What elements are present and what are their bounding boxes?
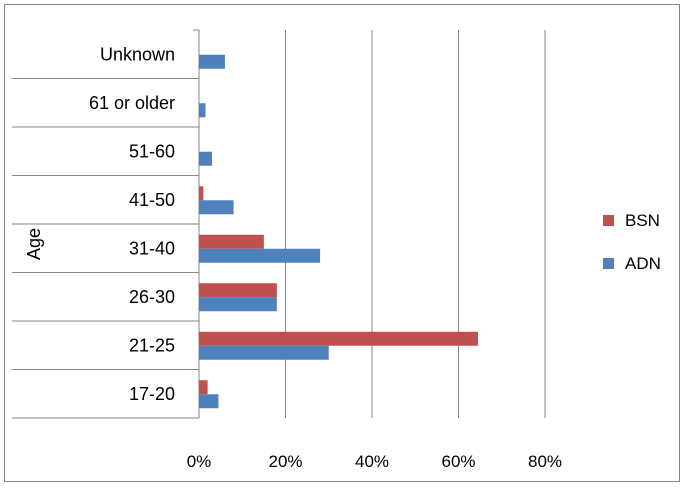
bar-adn-unknown — [199, 54, 225, 69]
legend-swatch-adn — [603, 258, 614, 269]
category-label: 41-50 — [129, 190, 175, 210]
x-tick-label: 40% — [355, 452, 389, 471]
category-label: 31-40 — [129, 238, 175, 258]
chart-border — [4, 4, 680, 482]
category-labels: 17-20 21-25 26-30 31-40 41-50 51-60 61 or olde… — [89, 44, 175, 404]
legend-label-adn: ADN — [625, 254, 661, 273]
legend: BSN ADN — [603, 211, 661, 273]
bar-adn-41-50 — [199, 200, 234, 215]
bar-bsn-31-40 — [199, 234, 264, 249]
bars — [199, 54, 478, 409]
x-tick-label: 20% — [268, 452, 302, 471]
x-tick-labels: 0% 20% 40% 60% 80% — [187, 452, 562, 471]
category-label: 61 or older — [89, 93, 175, 113]
bar-adn-26-30 — [199, 297, 277, 312]
axes — [12, 29, 200, 419]
x-tick-label: 80% — [528, 452, 562, 471]
category-label: 17-20 — [129, 384, 175, 404]
category-label: 26-30 — [129, 287, 175, 307]
category-label: 51-60 — [129, 141, 175, 161]
bar-adn-31-40 — [199, 248, 321, 263]
bar-adn-51-60 — [199, 151, 212, 166]
y-axis-title: Age — [24, 228, 44, 260]
legend-swatch-bsn — [603, 215, 614, 226]
category-label: Unknown — [100, 44, 175, 64]
bar-adn-61-or-older — [199, 103, 206, 118]
bar-adn-21-25 — [199, 345, 329, 360]
x-tick-label: 60% — [441, 452, 475, 471]
legend-label-bsn: BSN — [625, 211, 660, 230]
bar-bsn-17-20 — [199, 380, 208, 395]
bar-adn-17-20 — [199, 394, 219, 409]
x-tick-label: 0% — [187, 452, 212, 471]
category-label: 21-25 — [129, 335, 175, 355]
bar-bsn-26-30 — [199, 283, 277, 298]
bar-bsn-41-50 — [199, 186, 204, 201]
bar-bsn-21-25 — [199, 331, 478, 346]
